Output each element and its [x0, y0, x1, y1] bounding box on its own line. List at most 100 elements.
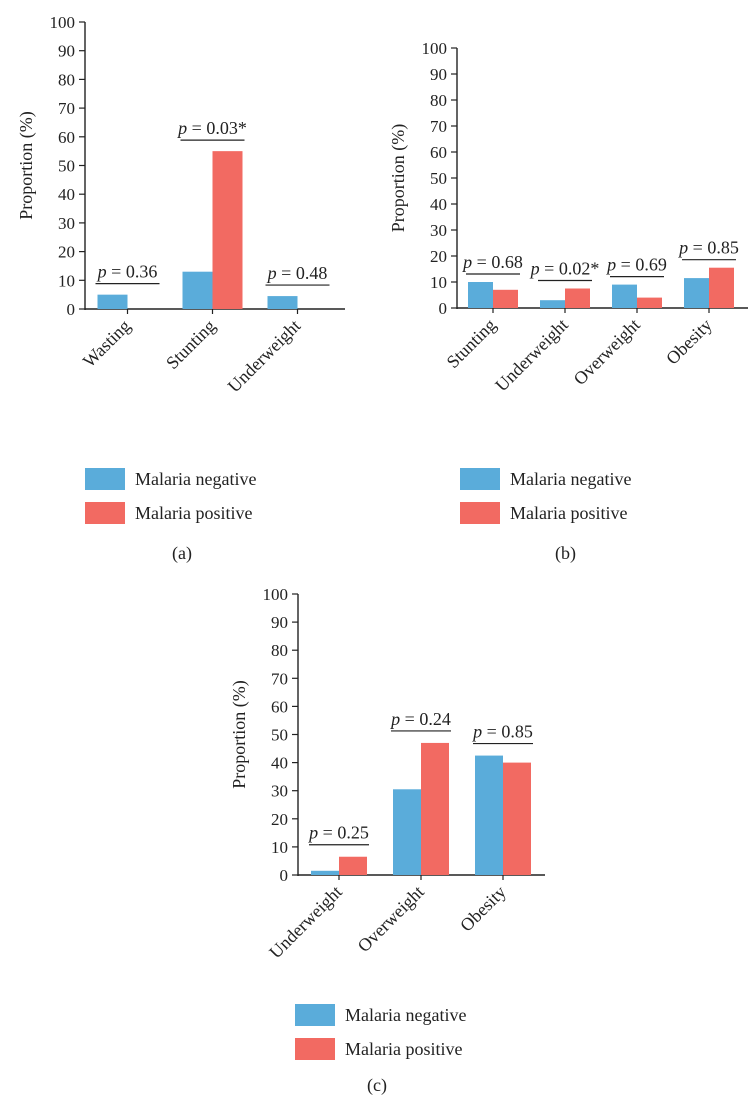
x-tick-label: Overweight	[354, 882, 428, 956]
legend-swatch-positive	[460, 502, 500, 524]
p-value-annotation: p = 0.48	[266, 263, 328, 283]
p-value-annotation: p = 0.02*	[529, 259, 600, 279]
panel-label-c: (c)	[367, 1075, 387, 1095]
bar-malaria-positive	[503, 762, 531, 875]
y-tick-label: 70	[430, 117, 447, 136]
y-tick-label: 90	[58, 42, 75, 61]
y-tick-label: 10	[430, 273, 447, 292]
legend-item-positive: Malaria positive	[295, 1032, 466, 1066]
p-value-annotation: p = 0.36	[96, 262, 158, 282]
bar-malaria-negative	[311, 870, 339, 875]
y-tick-label: 20	[58, 243, 75, 262]
legend-c: Malaria negative Malaria positive	[295, 998, 466, 1066]
y-tick-label: 50	[58, 157, 75, 176]
p-value-annotation: p = 0.03*	[176, 118, 247, 138]
chart-panel-b: 0 10 20 30 40 50 60 70 80 90 100 Proportion (%) Stun…	[370, 0, 749, 450]
y-axis-label: Proportion (%)	[16, 111, 37, 219]
p-value-annotation: p = 0.25	[307, 823, 369, 843]
y-tick-label: 10	[271, 838, 288, 857]
chart-a-svg: 0 10 20 30 40 50 60 70 80 90 100 Proportion (%) Wast…	[16, 13, 345, 397]
x-tick-label: Overweight	[570, 315, 644, 389]
legend-swatch-positive	[295, 1038, 335, 1060]
bar-malaria-positive	[565, 288, 590, 308]
y-tick-label: 50	[430, 169, 447, 188]
y-tick-label: 60	[58, 128, 75, 147]
bar-malaria-negative	[612, 284, 637, 308]
bar-malaria-positive	[493, 289, 518, 308]
x-tick-label: Underweight	[265, 882, 346, 963]
legend-item-negative: Malaria negative	[85, 462, 256, 496]
legend-item-positive: Malaria positive	[460, 496, 631, 530]
bar-malaria-negative	[468, 282, 493, 308]
legend-label-negative: Malaria negative	[135, 468, 257, 489]
y-tick-label: 70	[271, 669, 288, 688]
x-tick-label: Stunting	[443, 315, 500, 372]
legend-label-positive: Malaria positive	[510, 502, 628, 523]
y-axis-label: Proportion (%)	[388, 124, 409, 232]
x-tick-label: Stunting	[162, 316, 219, 373]
y-tick-label: 100	[263, 585, 289, 604]
bar-malaria-negative	[182, 271, 213, 309]
y-tick-label: 60	[430, 143, 447, 162]
y-tick-label: 80	[271, 641, 288, 660]
legend-swatch-negative	[460, 468, 500, 490]
p-value-annotation: p = 0.85	[677, 238, 739, 258]
legend-label-positive: Malaria positive	[345, 1038, 463, 1059]
chart-panel-c: 0 10 20 30 40 50 60 70 80 90 100 Proportion (%) Unde…	[200, 575, 560, 990]
y-tick-label: 50	[271, 726, 288, 745]
y-tick-label: 100	[422, 39, 448, 58]
bar-malaria-negative	[97, 294, 128, 309]
legend-swatch-positive	[85, 502, 125, 524]
bar-malaria-negative	[540, 300, 565, 308]
bar-malaria-positive	[637, 297, 662, 308]
y-tick-label: 0	[439, 299, 448, 318]
bar-malaria-negative	[475, 755, 503, 875]
bar-malaria-positive	[709, 267, 734, 308]
legend-item-positive: Malaria positive	[85, 496, 256, 530]
y-tick-label: 60	[271, 697, 288, 716]
bar-malaria-negative	[267, 296, 298, 309]
p-value-annotation: p = 0.24	[389, 709, 451, 729]
y-tick-label: 80	[430, 91, 447, 110]
y-tick-label: 80	[58, 70, 75, 89]
y-tick-label: 40	[271, 754, 288, 773]
y-tick-label: 30	[58, 214, 75, 233]
y-tick-label: 20	[271, 810, 288, 829]
chart-b-svg: 0 10 20 30 40 50 60 70 80 90 100 Proportion (%) Stun…	[388, 39, 748, 396]
legend-b: Malaria negative Malaria positive	[460, 462, 631, 530]
x-tick-label: Wasting	[79, 316, 135, 372]
y-tick-label: 70	[58, 99, 75, 118]
legend-item-negative: Malaria negative	[295, 998, 466, 1032]
chart-c-svg: 0 10 20 30 40 50 60 70 80 90 100 Proportion (%) Unde…	[229, 585, 545, 963]
bar-malaria-positive	[421, 742, 449, 875]
y-axis-label: Proportion (%)	[229, 680, 250, 788]
x-tick-label: Obesity	[456, 882, 510, 936]
p-value-annotation: p = 0.85	[471, 722, 533, 742]
x-tick-label: Obesity	[662, 315, 716, 369]
y-tick-label: 0	[280, 866, 289, 885]
panel-label-a: (a)	[172, 543, 192, 563]
y-tick-label: 0	[67, 300, 76, 319]
p-value-annotation: p = 0.69	[605, 255, 667, 275]
y-tick-label: 90	[430, 65, 447, 84]
bar-malaria-positive	[339, 856, 367, 875]
x-tick-label: Underweight	[224, 316, 305, 397]
legend-a: Malaria negative Malaria positive	[85, 462, 256, 530]
y-tick-label: 100	[50, 13, 76, 32]
legend-label-positive: Malaria positive	[135, 502, 253, 523]
x-tick-label: Underweight	[491, 315, 572, 396]
legend-label-negative: Malaria negative	[345, 1004, 467, 1025]
bar-malaria-positive	[212, 151, 243, 309]
y-tick-label: 20	[430, 247, 447, 266]
y-tick-label: 30	[271, 782, 288, 801]
y-tick-label: 40	[58, 185, 75, 204]
y-tick-label: 10	[58, 271, 75, 290]
legend-item-negative: Malaria negative	[460, 462, 631, 496]
y-tick-label: 30	[430, 221, 447, 240]
p-value-annotation: p = 0.68	[461, 252, 523, 272]
chart-panel-a: 0 10 20 30 40 50 60 70 80 90 100 Proportion (%) Wast…	[0, 0, 360, 450]
y-tick-label: 90	[271, 613, 288, 632]
y-tick-label: 40	[430, 195, 447, 214]
panel-label-b: (b)	[555, 543, 576, 563]
bar-malaria-negative	[684, 278, 709, 308]
